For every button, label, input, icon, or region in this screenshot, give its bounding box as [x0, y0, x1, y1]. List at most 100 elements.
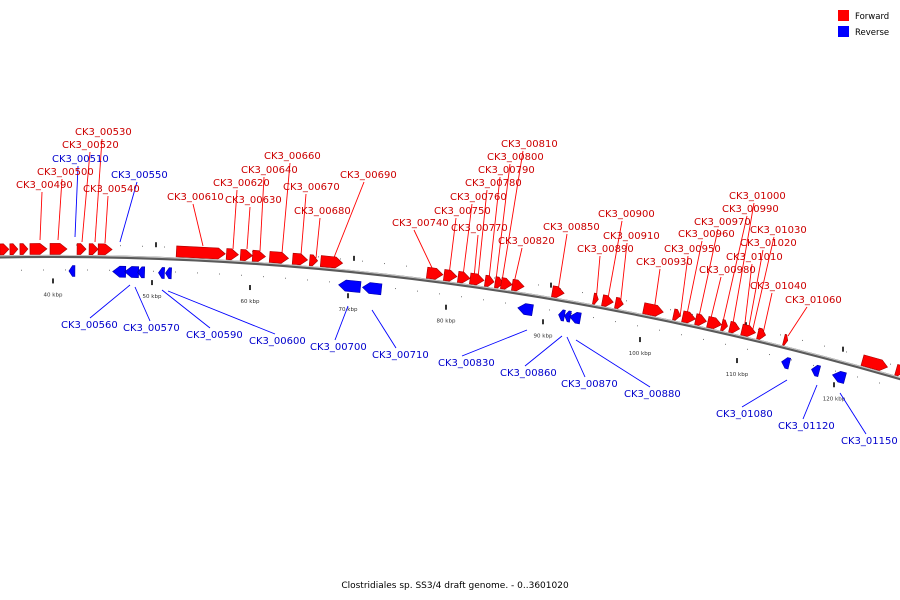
legend-forward-swatch — [838, 10, 849, 21]
leader-line — [477, 189, 488, 279]
gene-label-ck3-01000: CK3_01000 — [729, 191, 786, 202]
guide-dot-forward — [582, 292, 583, 294]
reverse-gene-arrow — [137, 266, 146, 279]
leader-line — [557, 233, 568, 292]
guide-dot-forward — [362, 260, 363, 262]
guide-dot-reverse — [483, 299, 484, 301]
guide-dot-forward — [252, 251, 253, 253]
reverse-gene-arrow — [569, 311, 582, 325]
reverse-gene-arrow — [831, 371, 847, 384]
leader-line — [473, 234, 479, 279]
forward-gene-arrow — [740, 323, 757, 337]
leader-line — [448, 217, 457, 276]
guide-dot-reverse — [571, 313, 572, 315]
guide-dot-forward — [318, 256, 319, 258]
leader-line — [57, 178, 63, 241]
reverse-gene-arrow — [124, 266, 140, 278]
gene-features — [0, 243, 900, 384]
forward-gene-arrow — [706, 315, 722, 329]
leader-line — [524, 335, 563, 367]
gene-label-ck3-00700: CK3_00700 — [310, 342, 367, 353]
gene-label-ck3-00860: CK3_00860 — [500, 368, 557, 379]
gene-label-ck3-00790: CK3_00790 — [478, 165, 535, 176]
legend-forward-label: Forward — [855, 12, 889, 22]
forward-gene-arrow — [268, 251, 290, 264]
leader-line — [619, 242, 628, 308]
gene-label-ck3-00610: CK3_00610 — [167, 192, 224, 203]
gene-label-ck3-00630: CK3_00630 — [225, 195, 282, 206]
forward-gene-arrow — [500, 277, 513, 290]
legend-reverse-swatch — [838, 26, 849, 37]
gene-label-ck3-00950: CK3_00950 — [664, 244, 721, 255]
gene-label-ck3-00770: CK3_00770 — [451, 223, 508, 234]
leader-line — [300, 193, 307, 256]
gene-label-ck3-00560: CK3_00560 — [61, 320, 118, 331]
gene-label-ck3-00520: CK3_00520 — [62, 140, 119, 151]
reverse-gene-arrow — [338, 279, 362, 293]
guide-dot-reverse — [241, 274, 242, 276]
gene-label-ck3-00670: CK3_00670 — [283, 182, 340, 193]
reverse-gene-arrow — [362, 282, 383, 296]
leader-line — [119, 181, 138, 243]
forward-gene-arrow — [456, 270, 471, 284]
scale-tick-label: 60 kbp — [241, 299, 260, 305]
gene-label-ck3-00970: CK3_00970 — [694, 217, 751, 228]
reverse-gene-arrow — [68, 265, 76, 277]
genome-caption: Clostridiales sp. SS3/4 draft genome. - … — [341, 581, 569, 591]
genome-backbone — [0, 254, 900, 381]
guide-dot-forward — [538, 284, 539, 286]
legend-reverse-label: Reverse — [855, 28, 889, 38]
reverse-gene-arrow — [811, 364, 821, 378]
gene-label-ck3-00710: CK3_00710 — [372, 350, 429, 361]
leader-line — [94, 138, 103, 243]
guide-dot-reverse — [835, 370, 836, 372]
leader-line — [743, 263, 753, 332]
guide-dot-forward — [142, 245, 143, 247]
leader-line — [501, 150, 524, 282]
gene-label-ck3-00640: CK3_00640 — [241, 165, 298, 176]
gene-label-ck3-00550: CK3_00550 — [111, 170, 168, 181]
forward-gene-arrow — [0, 243, 10, 256]
leader-line — [413, 229, 435, 273]
guide-dot-forward — [670, 309, 671, 311]
guide-dot-forward — [626, 300, 627, 302]
reverse-gene-arrow — [112, 265, 127, 278]
reverse-gene-arrow — [517, 303, 534, 317]
forward-gene-arrow — [551, 285, 565, 298]
leader-line — [495, 163, 511, 281]
scale-ticks: 40 kbp 50 kbp 60 kbp 70 kbp 80 kbp 90 kbp 100 … — [44, 242, 846, 402]
forward-gene-arrow — [672, 308, 681, 321]
forward-gene-arrow — [225, 248, 239, 261]
forward-gene-arrow — [175, 245, 226, 260]
forward-gene-arrow — [494, 276, 504, 289]
leader-line — [721, 215, 748, 327]
guide-dot-forward — [846, 351, 847, 353]
leader-line — [259, 176, 265, 252]
guide-dot-reverse — [219, 273, 220, 275]
guide-dot-reverse — [417, 290, 418, 292]
leader-line — [488, 176, 501, 280]
guide-dot-forward — [406, 265, 407, 267]
guide-dot-reverse — [285, 277, 286, 279]
leader-line — [74, 165, 79, 238]
gene-label-ck3-00910: CK3_00910 — [603, 231, 660, 242]
scale-tick-label: 50 kbp — [143, 294, 162, 300]
guide-dot-reverse — [593, 317, 594, 319]
leader-line — [332, 181, 365, 261]
gene-label-ck3-00510: CK3_00510 — [52, 154, 109, 165]
forward-gene-arrow — [592, 292, 599, 305]
gene-label-ck3-00990: CK3_00990 — [722, 204, 779, 215]
leader-line — [192, 203, 204, 247]
gene-label-ck3-01060: CK3_01060 — [785, 295, 842, 306]
guide-dot-forward — [384, 263, 385, 265]
leader-line — [161, 289, 211, 329]
guide-dot-reverse — [681, 334, 682, 336]
leader-line — [731, 202, 755, 330]
leader-line — [134, 286, 151, 322]
guide-dot-reverse — [769, 354, 770, 356]
guide-dot-reverse — [461, 296, 462, 298]
guide-dot-reverse — [637, 325, 638, 327]
gene-label-ck3-00870: CK3_00870 — [561, 379, 618, 390]
leader-line — [371, 309, 397, 349]
gene-label-ck3-00830: CK3_00830 — [438, 358, 495, 369]
